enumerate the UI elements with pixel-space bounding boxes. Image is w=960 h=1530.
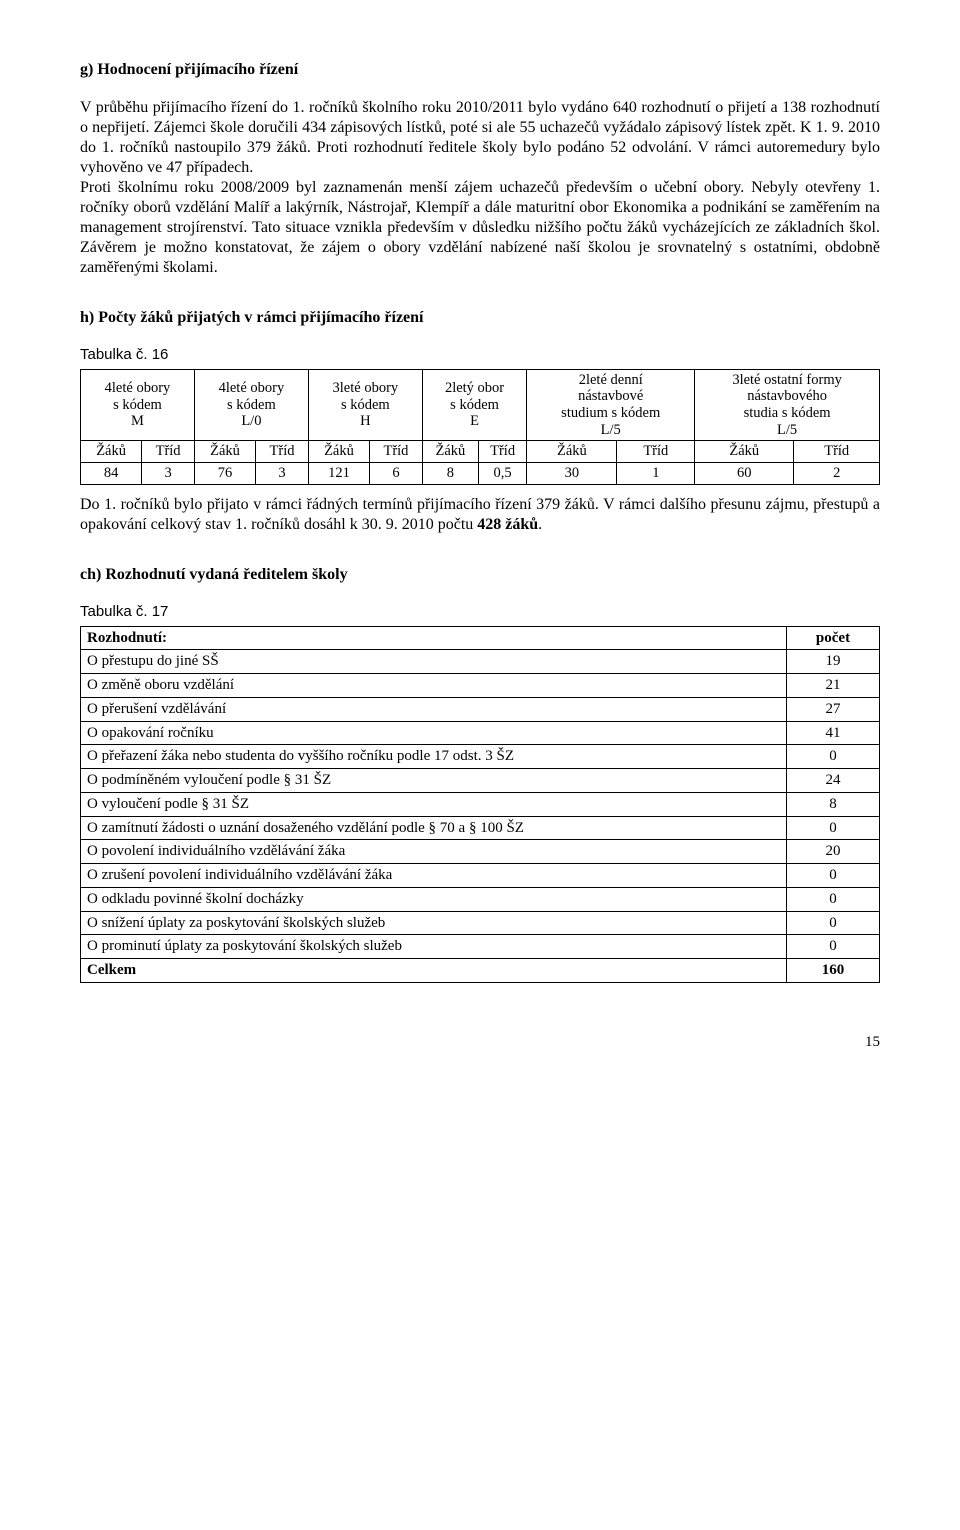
table17-row-3: O opakování ročníku41 [81, 721, 880, 745]
table17-row-12-label: O prominutí úplaty za poskytování školsk… [81, 935, 787, 959]
table16-cell-9: 1 [617, 463, 695, 485]
table16-cell-0: 84 [81, 463, 142, 485]
table17-row-1-val: 21 [787, 674, 880, 698]
table17-row-10-label: O odkladu povinné školní docházky [81, 887, 787, 911]
table16-cell-11: 2 [794, 463, 880, 485]
section-ch: ch) Rozhodnutí vydaná ředitelem školy Ta… [80, 565, 880, 983]
table17-h1: počet [787, 626, 880, 650]
table17-total-val: 160 [787, 959, 880, 983]
page-number: 15 [80, 1033, 880, 1052]
table16-col4: 2leté dennínástavbovéstudium s kódemL/5 [527, 369, 695, 441]
table16-col0: 4leté oborys kódemM [81, 369, 195, 441]
table16-cell-4: 121 [308, 463, 369, 485]
table16-header1: 4leté oborys kódemM 4leté oborys kódemL/… [81, 369, 880, 441]
table17-row-7-val: 0 [787, 816, 880, 840]
body-g: V průběhu přijímacího řízení do 1. roční… [80, 98, 880, 278]
table16-sub-2: Žáků [194, 441, 255, 463]
table17-row-11-label: O snížení úplaty za poskytování školskýc… [81, 911, 787, 935]
table17-row-5-label: O podmíněném vyloučení podle § 31 ŠZ [81, 769, 787, 793]
table17-row-5: O podmíněném vyloučení podle § 31 ŠZ24 [81, 769, 880, 793]
table17-row-8: O povolení individuálního vzdělávání žák… [81, 840, 880, 864]
table17-row-2-val: 27 [787, 697, 880, 721]
heading-ch: ch) Rozhodnutí vydaná ředitelem školy [80, 565, 880, 585]
table16-cell-10: 60 [695, 463, 794, 485]
after-h-tail: . [538, 516, 542, 533]
table17-row-2: O přerušení vzdělávání27 [81, 697, 880, 721]
table16-sub-10: Žáků [695, 441, 794, 463]
table16-cell-5: 6 [370, 463, 423, 485]
table16-sub-8: Žáků [527, 441, 617, 463]
table16-label: Tabulka č. 16 [80, 346, 880, 365]
table17-row-11: O snížení úplaty za poskytování školskýc… [81, 911, 880, 935]
table16-col3: 2letý obors kódemE [422, 369, 526, 441]
table17-row-10: O odkladu povinné školní docházky0 [81, 887, 880, 911]
table16-sub-5: Tříd [370, 441, 423, 463]
table17: Rozhodnutí: počet O přestupu do jiné SŠ1… [80, 626, 880, 983]
table16: 4leté oborys kódemM 4leté oborys kódemL/… [80, 369, 880, 485]
table16-col1: 4leté oborys kódemL/0 [194, 369, 308, 441]
table16-sub-11: Tříd [794, 441, 880, 463]
table16-sub-9: Tříd [617, 441, 695, 463]
table16-sub-1: Tříd [142, 441, 195, 463]
table17-row-7-label: O zamítnutí žádosti o uznání dosaženého … [81, 816, 787, 840]
table17-row-0: O přestupu do jiné SŠ19 [81, 650, 880, 674]
table17-row-0-label: O přestupu do jiné SŠ [81, 650, 787, 674]
heading-g: g) Hodnocení přijímacího řízení [80, 60, 880, 80]
table17-row-9: O zrušení povolení individuálního vzdělá… [81, 864, 880, 888]
table17-body: O přestupu do jiné SŠ19O změně oboru vzd… [81, 650, 880, 959]
table17-row-4-val: 0 [787, 745, 880, 769]
table17-row-1-label: O změně oboru vzdělání [81, 674, 787, 698]
table17-row-12-val: 0 [787, 935, 880, 959]
table17-row-6-val: 8 [787, 792, 880, 816]
table17-label: Tabulka č. 17 [80, 603, 880, 622]
table16-sub-0: Žáků [81, 441, 142, 463]
table16-sub-3: Tříd [256, 441, 309, 463]
table16-header2: ŽákůTřídŽákůTřídŽákůTřídŽákůTřídŽákůTříd… [81, 441, 880, 463]
after-h: Do 1. ročníků bylo přijato v rámci řádný… [80, 495, 880, 535]
table17-row-10-val: 0 [787, 887, 880, 911]
after-h-bold: 428 žáků [477, 516, 538, 533]
table17-row-4-label: O přeřazení žáka nebo studenta do vyššíh… [81, 745, 787, 769]
table17-row-5-val: 24 [787, 769, 880, 793]
table16-sub-6: Žáků [422, 441, 478, 463]
section-h: h) Počty žáků přijatých v rámci přijímac… [80, 308, 880, 535]
table17-row-8-label: O povolení individuálního vzdělávání žák… [81, 840, 787, 864]
table17-row-6-label: O vyloučení podle § 31 ŠZ [81, 792, 787, 816]
table17-row-9-val: 0 [787, 864, 880, 888]
table16-row: 843763121680,5301602 [81, 463, 880, 485]
table17-h0: Rozhodnutí: [81, 626, 787, 650]
table16-col2: 3leté oborys kódemH [308, 369, 422, 441]
table16-cell-2: 76 [194, 463, 255, 485]
heading-h: h) Počty žáků přijatých v rámci přijímac… [80, 308, 880, 328]
table17-row-3-label: O opakování ročníku [81, 721, 787, 745]
table17-row-4: O přeřazení žáka nebo studenta do vyššíh… [81, 745, 880, 769]
table17-total: Celkem 160 [81, 959, 880, 983]
table17-head: Rozhodnutí: počet [81, 626, 880, 650]
table16-cell-3: 3 [256, 463, 309, 485]
table17-row-2-label: O přerušení vzdělávání [81, 697, 787, 721]
table16-col5: 3leté ostatní formynástavbovéhostudia s … [695, 369, 880, 441]
table17-row-9-label: O zrušení povolení individuálního vzdělá… [81, 864, 787, 888]
table17-row-12: O prominutí úplaty za poskytování školsk… [81, 935, 880, 959]
table17-row-6: O vyloučení podle § 31 ŠZ8 [81, 792, 880, 816]
table17-total-label: Celkem [81, 959, 787, 983]
table17-row-8-val: 20 [787, 840, 880, 864]
table16-cell-1: 3 [142, 463, 195, 485]
table17-row-3-val: 41 [787, 721, 880, 745]
table17-row-11-val: 0 [787, 911, 880, 935]
table17-row-1: O změně oboru vzdělání21 [81, 674, 880, 698]
table17-row-0-val: 19 [787, 650, 880, 674]
table17-row-7: O zamítnutí žádosti o uznání dosaženého … [81, 816, 880, 840]
table16-sub-7: Tříd [478, 441, 526, 463]
table16-cell-7: 0,5 [478, 463, 526, 485]
section-g: g) Hodnocení přijímacího řízení V průběh… [80, 60, 880, 278]
table16-cell-8: 30 [527, 463, 617, 485]
table16-sub-4: Žáků [308, 441, 369, 463]
table16-cell-6: 8 [422, 463, 478, 485]
